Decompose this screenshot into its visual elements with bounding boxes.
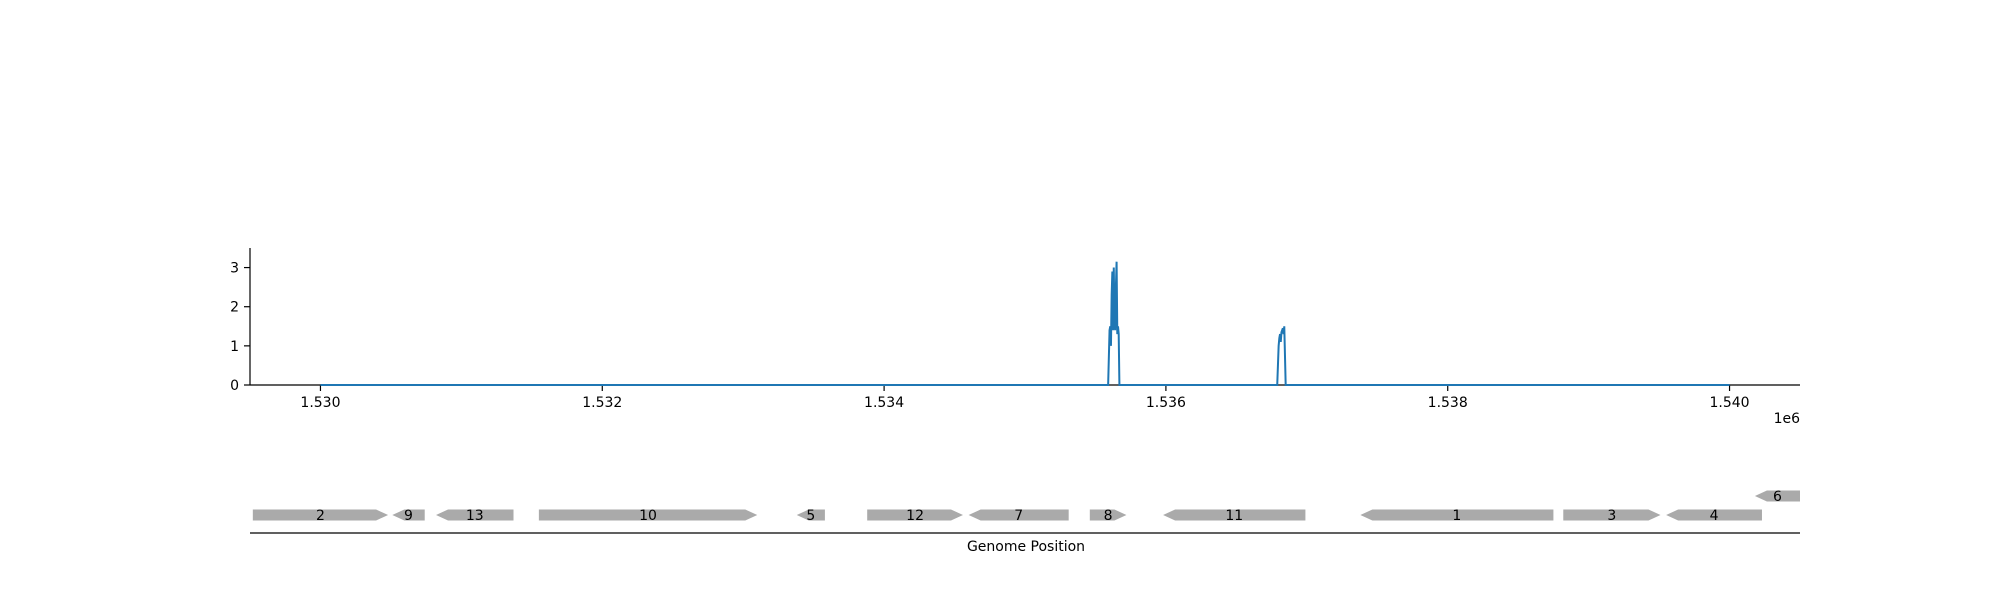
- x-tick-label: 1.532: [582, 395, 622, 411]
- x-tick-label: 1.530: [300, 395, 340, 411]
- x-tick-label: 1.534: [864, 395, 904, 411]
- gene-label: 6: [1773, 489, 1782, 505]
- gene-arrow: [1089, 509, 1127, 521]
- x-tick-label: 1.540: [1709, 395, 1749, 411]
- series-layer: [320, 261, 1730, 386]
- gene-label: 1: [1452, 508, 1461, 524]
- gene-label: 7: [1014, 508, 1023, 524]
- y-tick-label: 2: [230, 300, 239, 316]
- gene-label: 4: [1710, 508, 1719, 524]
- gene-label: 5: [806, 508, 815, 524]
- gene-label: 8: [1104, 508, 1113, 524]
- gene-arrow: [968, 509, 1069, 521]
- gene-arrow: [1360, 509, 1554, 521]
- gene-arrow: [796, 509, 825, 521]
- x-ticks: 1.530 1.532 1.534 1.536 1.538 1.540: [300, 385, 1750, 411]
- gene-arrow: [538, 509, 758, 521]
- y-ticks: 0 1 2 3: [230, 261, 250, 394]
- gene-arrow: [252, 509, 389, 521]
- x-axis-title: Genome Position: [967, 539, 1085, 555]
- y-tick-label: 1: [230, 339, 239, 355]
- gene-arrow: [1563, 509, 1661, 521]
- gene-track-panel: 2 9 13 10 5 12 7 8 11 1 3 46 Genome Position: [250, 489, 1800, 555]
- coverage-panel: 0 1 2 3 1.530 1.532 1.534 1.536 1.538 1.540 1e6: [230, 248, 1800, 427]
- x-offset-label: 1e6: [1774, 411, 1801, 427]
- gene-label: 12: [906, 508, 924, 524]
- coverage-line: [320, 261, 1730, 386]
- gene-arrow: [1163, 509, 1306, 521]
- gene-label: 11: [1225, 508, 1243, 524]
- gene-label: 3: [1607, 508, 1616, 524]
- gene-layer: 2 9 13 10 5 12 7 8 11 1 3 46: [252, 489, 1800, 524]
- gene-arrow: [392, 509, 425, 521]
- y-tick-label: 0: [230, 378, 239, 394]
- gene-arrow: [1754, 490, 1800, 502]
- gene-label: 9: [404, 508, 413, 524]
- gene-label: 2: [316, 508, 325, 524]
- gene-arrow: [1666, 509, 1762, 521]
- gene-arrow: [867, 509, 963, 521]
- x-tick-label: 1.536: [1146, 395, 1186, 411]
- gene-label: 10: [639, 508, 657, 524]
- gene-label: 13: [466, 508, 484, 524]
- y-tick-label: 3: [230, 261, 239, 277]
- gene-arrow: [436, 509, 514, 521]
- x-tick-label: 1.538: [1428, 395, 1468, 411]
